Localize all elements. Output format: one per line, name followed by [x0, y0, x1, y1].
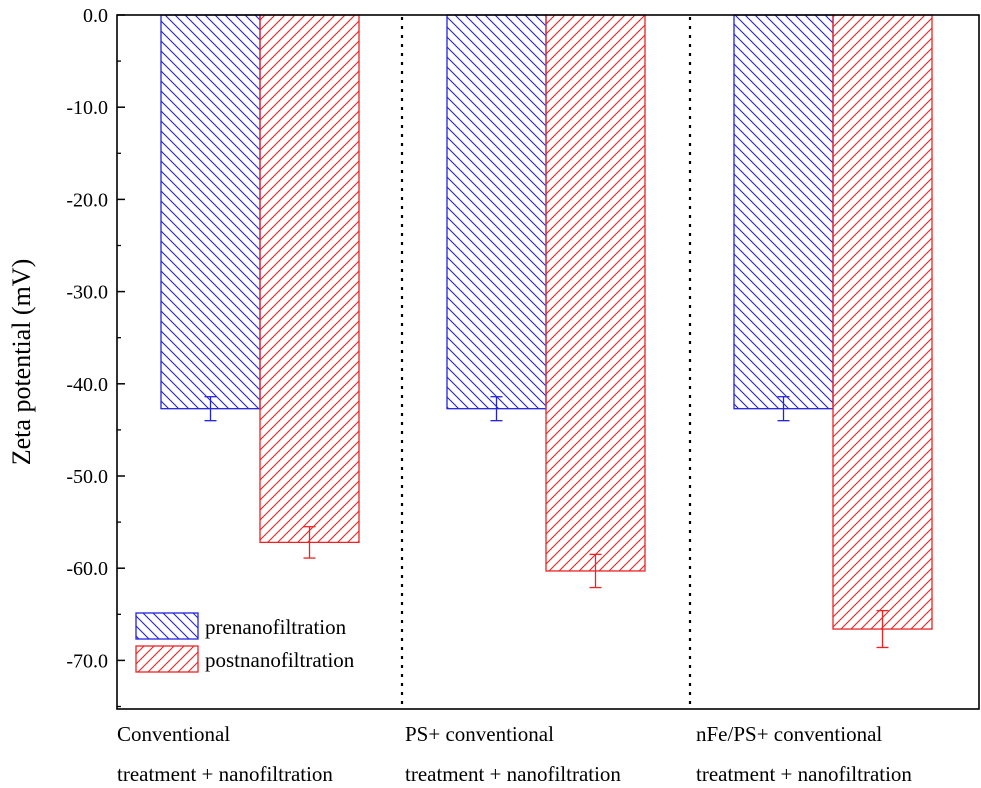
y-tick-label: -10.0	[66, 97, 108, 119]
y-tick-label: -50.0	[66, 466, 108, 488]
y-tick-label: -20.0	[66, 189, 108, 211]
y-tick-label: -40.0	[66, 374, 108, 396]
bar-postnanofiltration	[259, 14, 360, 544]
legend-swatch	[135, 645, 199, 673]
category-label: Conventional	[117, 722, 230, 746]
bars-layer	[160, 14, 933, 630]
bar-postnanofiltration	[545, 14, 646, 572]
y-axis: 0.0 -10.0 -20.0 -30.0 -40.0 -50.0 -60.0 -70.0	[66, 5, 125, 708]
category-labels: Conventional treatment + nanofiltration PS…	[117, 722, 912, 786]
y-tick-label: -60.0	[66, 558, 108, 580]
bar-postnanofiltration	[832, 14, 933, 630]
error-bars-layer	[204, 396, 889, 649]
category-label: treatment + nanofiltration	[405, 762, 621, 786]
category-label: nFe/PS+ conventional	[696, 722, 882, 746]
category-label: treatment + nanofiltration	[696, 762, 912, 786]
y-tick-label: -70.0	[66, 650, 108, 672]
bar-prenanofiltration	[446, 14, 547, 410]
y-tick-label: -30.0	[66, 282, 108, 304]
legend: prenanofiltration postnanofiltration	[135, 612, 355, 673]
category-label: treatment + nanofiltration	[117, 762, 333, 786]
bar-prenanofiltration	[160, 14, 261, 410]
y-tick-label: 0.0	[83, 5, 108, 27]
legend-label: prenanofiltration	[205, 615, 347, 639]
category-label: PS+ conventional	[405, 722, 554, 746]
legend-label: postnanofiltration	[205, 648, 355, 672]
bar-prenanofiltration	[733, 14, 834, 410]
legend-swatch	[135, 612, 199, 640]
y-axis-title: Zeta potential (mV)	[7, 259, 36, 465]
plot-frame	[116, 14, 980, 710]
group-separators	[400, 17, 692, 709]
